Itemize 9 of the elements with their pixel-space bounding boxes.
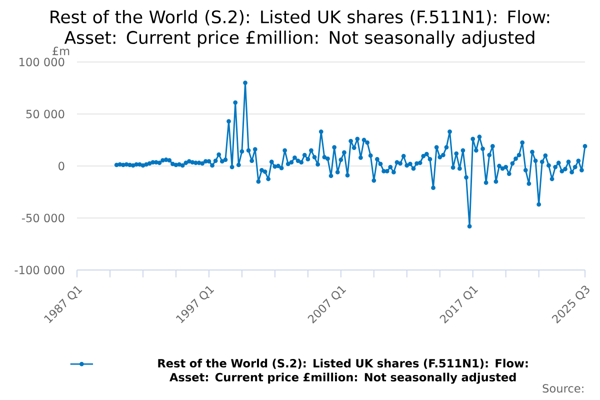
y-tick-label: -50 000 [22,214,64,222]
y-tick-label: -100 000 [14,266,64,274]
y-tick-label: 0 [58,162,64,170]
y-axis-title: £m [52,46,70,56]
y-tick-label: 50 000 [26,110,64,118]
text: Rest of the World (S.2): Listed UK shares (F.511N1): Flow: Asset: Current price £million: Not seasonally adjusted [158,358,528,384]
chart-title: Rest of the World (S.2): Listed UK shares (F.511N1): Flow: Asset: Current price £million: Not seasonally adjusted [50,10,550,48]
y-tick-label: 100 000 [20,58,64,66]
source-note: Source: [542,384,584,393]
